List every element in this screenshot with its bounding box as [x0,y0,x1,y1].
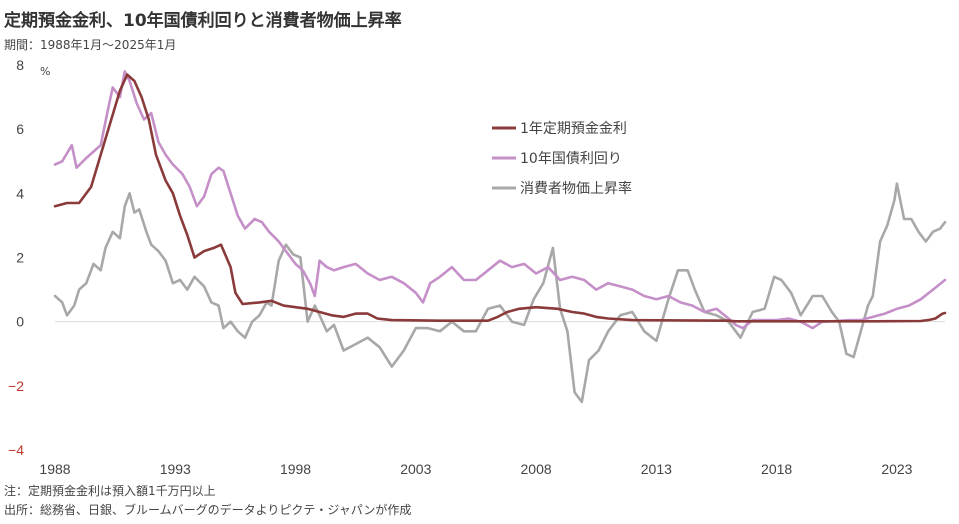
x-tick-label: 1998 [280,461,311,477]
y-tick-label: −2 [8,378,24,394]
x-axis: 1988 1993 1998 2003 2008 2013 2018 2023 [39,461,912,477]
source-note: 出所：総務省、日銀、ブルームバーグのデータよりピクテ・ジャパンが作成 [4,503,412,517]
x-tick-label: 2018 [761,461,792,477]
y-tick-label: 4 [16,185,24,201]
series-line-cpi [53,182,947,404]
legend-label-cpi: 消費者物価上昇率 [520,180,632,197]
series-line-deposit [53,73,947,323]
x-tick-label: 2023 [881,461,912,477]
x-tick-label: 2008 [521,461,552,477]
y-tick-label: 2 [16,250,24,266]
legend-label-deposit: 1年定期預金金利 [520,121,627,137]
y-tick-label: −4 [8,442,24,458]
x-tick-label: 2013 [641,461,672,477]
chart-title: 定期預金金利、10年国債利回りと消費者物価上昇率 [4,11,402,31]
y-tick-label: 8 [16,57,24,73]
y-unit-label: % [40,65,50,78]
legend-label-jgb10: 10年国債利回り [520,151,622,167]
y-axis: 8 6 4 2 0 −2 −4 [8,57,24,458]
footnote: 注：定期預金金利は預入額1千万円以上 [4,484,216,498]
x-tick-label: 2003 [400,461,431,477]
x-tick-label: 1988 [39,461,70,477]
x-tick-label: 1993 [160,461,191,477]
chart-period: 期間：1988年1月～2025年1月 [4,38,177,52]
series-layer [53,70,947,404]
y-tick-label: 6 [16,121,24,137]
y-tick-label: 0 [16,314,24,330]
